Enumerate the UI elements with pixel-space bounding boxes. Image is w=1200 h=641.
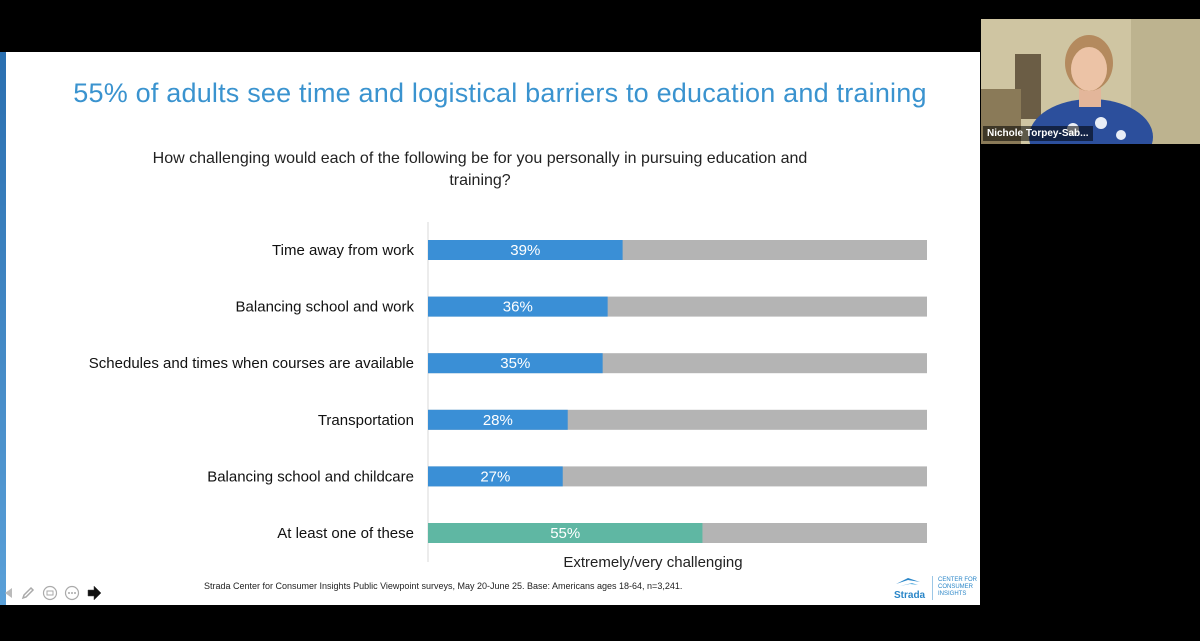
x-axis-label: Extremely/very challenging xyxy=(563,554,742,571)
bar-data-label: 39% xyxy=(510,242,540,259)
participant-video[interactable]: Nichole Torpey-Sab... xyxy=(981,19,1200,144)
slide: 55% of adults see time and logistical ba… xyxy=(0,52,980,605)
logo-subtext: CENTER FOR CONSUMER INSIGHTS xyxy=(938,577,977,597)
back-arrow-icon[interactable] xyxy=(2,585,18,601)
strada-logo: Strada CENTER FOR CONSUMER INSIGHTS xyxy=(888,574,978,604)
bar-value xyxy=(428,296,608,317)
category-label: Balancing school and childcare xyxy=(207,468,414,485)
bar-value xyxy=(428,409,568,430)
bar-value xyxy=(428,523,703,543)
more-icon[interactable] xyxy=(64,585,80,601)
category-label: At least one of these xyxy=(277,525,414,542)
presentation-toolbar xyxy=(2,585,122,607)
category-label: Schedules and times when courses are ava… xyxy=(89,355,414,372)
slides-icon[interactable] xyxy=(42,585,58,601)
participant-name: Nichole Torpey-Sab... xyxy=(983,126,1093,141)
bar-data-label: 36% xyxy=(503,299,533,316)
slide-subtitle: How challenging would each of the follow… xyxy=(152,150,808,189)
pen-icon[interactable] xyxy=(20,585,36,601)
forward-arrow-icon[interactable] xyxy=(86,585,102,601)
strada-logo-mark xyxy=(896,578,920,586)
category-label: Transportation xyxy=(318,412,414,429)
bar-data-label: 55% xyxy=(550,525,580,542)
logo-brand: Strada xyxy=(894,590,926,601)
slide-edge xyxy=(0,52,6,605)
logo-divider xyxy=(932,576,933,600)
category-label: Balancing school and work xyxy=(236,299,415,316)
footnote: Strada Center for Consumer Insights Publ… xyxy=(204,581,683,591)
bar-value xyxy=(428,353,603,374)
bar-data-label: 27% xyxy=(480,468,510,485)
slide-title: 55% of adults see time and logistical ba… xyxy=(73,78,927,108)
category-label: Time away from work xyxy=(272,242,414,259)
bar-data-label: 28% xyxy=(483,412,513,429)
bar-value xyxy=(428,466,563,487)
bar-value xyxy=(428,240,623,260)
bar-chart: 39% Time away from work 36% Balancing schoo… xyxy=(89,222,927,571)
bar-data-label: 35% xyxy=(500,355,530,372)
